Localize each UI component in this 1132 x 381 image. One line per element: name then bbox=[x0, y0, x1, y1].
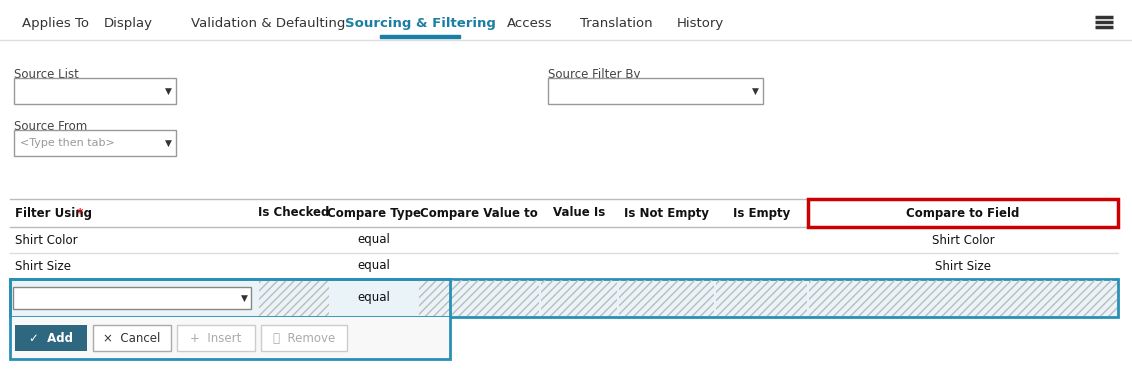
Bar bbox=[12, 287, 251, 309]
Bar bbox=[261, 325, 348, 351]
Text: equal: equal bbox=[358, 291, 391, 304]
Bar bbox=[717, 280, 807, 316]
Text: Compare Type: Compare Type bbox=[327, 207, 421, 219]
Text: ×  Cancel: × Cancel bbox=[103, 331, 161, 344]
Bar bbox=[93, 325, 171, 351]
Text: Display: Display bbox=[103, 17, 153, 30]
Text: 🗑  Remove: 🗑 Remove bbox=[273, 331, 335, 344]
Text: Source List: Source List bbox=[14, 68, 79, 81]
Text: ▼: ▼ bbox=[164, 139, 171, 147]
Bar bbox=[809, 280, 1117, 316]
Text: ▼: ▼ bbox=[752, 86, 758, 96]
Bar bbox=[259, 280, 329, 316]
Text: Is Not Empty: Is Not Empty bbox=[624, 207, 709, 219]
Text: <Type then tab>: <Type then tab> bbox=[20, 138, 114, 148]
Text: equal: equal bbox=[358, 234, 391, 247]
Text: Validation & Defaulting: Validation & Defaulting bbox=[191, 17, 345, 30]
Text: Value Is: Value Is bbox=[552, 207, 606, 219]
Text: Source Filter By: Source Filter By bbox=[548, 68, 641, 81]
Text: Compare to Field: Compare to Field bbox=[907, 207, 1020, 219]
Bar bbox=[548, 78, 763, 104]
Text: Translation: Translation bbox=[580, 17, 652, 30]
Text: Sourcing & Filtering: Sourcing & Filtering bbox=[344, 17, 496, 30]
Text: Access: Access bbox=[507, 17, 552, 30]
Bar bbox=[808, 199, 1118, 227]
Text: History: History bbox=[677, 17, 723, 30]
Bar bbox=[177, 325, 255, 351]
Text: Is Checked: Is Checked bbox=[258, 207, 329, 219]
Text: equal: equal bbox=[358, 259, 391, 272]
Text: +  Insert: + Insert bbox=[190, 331, 242, 344]
Bar bbox=[15, 325, 87, 351]
Text: Shirt Color: Shirt Color bbox=[932, 234, 994, 247]
Bar bbox=[14, 130, 175, 156]
Bar bbox=[380, 35, 460, 38]
Text: Is Empty: Is Empty bbox=[732, 207, 790, 219]
Text: Shirt Color: Shirt Color bbox=[15, 234, 78, 247]
Bar bbox=[619, 280, 714, 316]
Text: ▼: ▼ bbox=[164, 86, 171, 96]
Bar bbox=[419, 280, 539, 316]
Bar bbox=[10, 279, 1118, 317]
Text: Compare Value to: Compare Value to bbox=[420, 207, 538, 219]
Bar bbox=[14, 78, 175, 104]
Text: ✓  Add: ✓ Add bbox=[29, 331, 72, 344]
Text: *: * bbox=[77, 207, 84, 219]
Text: Shirt Size: Shirt Size bbox=[15, 259, 71, 272]
Bar bbox=[541, 280, 617, 316]
Text: ▼: ▼ bbox=[241, 293, 248, 303]
Text: Applies To: Applies To bbox=[22, 17, 88, 30]
Text: Compare to Field: Compare to Field bbox=[907, 207, 1020, 219]
Bar bbox=[10, 279, 451, 359]
Text: Filter Using: Filter Using bbox=[15, 207, 96, 219]
Bar bbox=[10, 317, 451, 359]
Bar bbox=[10, 199, 1118, 227]
Text: Source From: Source From bbox=[14, 120, 87, 133]
Text: Shirt Size: Shirt Size bbox=[935, 259, 990, 272]
